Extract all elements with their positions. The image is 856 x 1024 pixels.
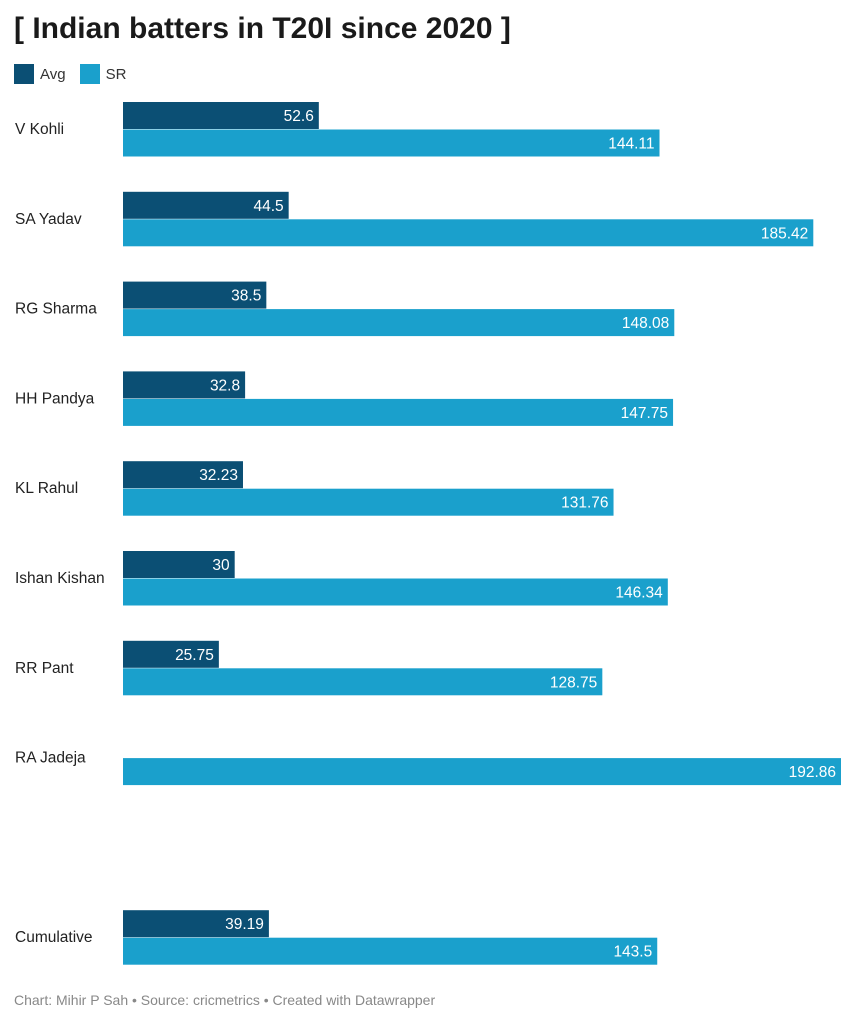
data-label-avg-ishan-kishan: 30 <box>212 557 230 574</box>
legend-label-avg: Avg <box>40 65 66 83</box>
data-label-avg-rg-sharma: 38.5 <box>231 288 261 305</box>
category-label-sa-yadav: SA Yadav <box>15 211 82 228</box>
bar-sr-rg-sharma <box>123 309 675 337</box>
bar-avg-v-kohli <box>123 102 319 129</box>
bar-sr-kl-rahul <box>123 488 614 516</box>
category-label-ishan-kishan: Ishan Kishan <box>15 570 105 587</box>
data-label-avg-kl-rahul: 32.23 <box>199 467 238 484</box>
bar-sr-rr-pant <box>123 668 603 696</box>
category-label-cumulative: Cumulative <box>15 929 93 946</box>
legend-label-sr: SR <box>105 65 127 83</box>
data-label-sr-kl-rahul: 131.76 <box>561 495 608 512</box>
bar-avg-rg-sharma <box>123 281 267 309</box>
bar-sr-cumulative <box>123 937 658 965</box>
bar-sr-sa-yadav <box>123 219 814 247</box>
data-label-avg-v-kohli: 52.6 <box>284 108 314 125</box>
legend-item-sr: SR <box>79 64 127 84</box>
bar-avg-kl-rahul <box>123 461 243 489</box>
data-label-sr-ishan-kishan: 146.34 <box>615 585 663 602</box>
data-label-avg-hh-pandya: 32.8 <box>210 377 240 394</box>
chart-title: [ Indian batters in T20I since 2020 ] <box>14 12 511 45</box>
bar-avg-rr-pant <box>123 640 219 668</box>
category-label-ra-jadeja: RA Jadeja <box>15 750 86 767</box>
category-label-hh-pandya: HH Pandya <box>15 390 95 407</box>
chart-footer: Chart: Mihir P Sah • Source: cricmetrics… <box>14 992 436 1008</box>
data-label-avg-cumulative: 39.19 <box>225 916 264 933</box>
category-label-kl-rahul: KL Rahul <box>15 480 78 497</box>
data-label-sr-v-kohli: 144.11 <box>608 136 654 153</box>
bar-avg-sa-yadav <box>123 191 289 219</box>
data-label-sr-hh-pandya: 147.75 <box>621 405 668 422</box>
category-label-v-kohli: V Kohli <box>15 121 64 138</box>
bar-avg-hh-pandya <box>123 371 246 399</box>
data-label-avg-rr-pant: 25.75 <box>175 647 214 664</box>
bar-sr-ishan-kishan <box>123 578 668 606</box>
bar-avg-cumulative <box>123 910 269 938</box>
data-label-sr-rg-sharma: 148.08 <box>622 315 669 332</box>
legend: Avg SR <box>14 64 140 84</box>
data-label-sr-ra-jadeja: 192.86 <box>789 764 836 781</box>
bar-sr-ra-jadeja <box>123 758 841 786</box>
bar-sr-hh-pandya <box>123 398 674 426</box>
data-label-sr-sa-yadav: 185.42 <box>761 225 808 242</box>
bar-avg-ishan-kishan <box>123 551 235 578</box>
bar-sr-v-kohli <box>123 129 660 157</box>
legend-swatch-avg <box>14 64 34 84</box>
data-label-avg-sa-yadav: 44.5 <box>253 198 283 215</box>
category-label-rr-pant: RR Pant <box>15 660 74 677</box>
category-label-rg-sharma: RG Sharma <box>15 301 97 318</box>
data-label-sr-cumulative: 143.5 <box>613 944 652 961</box>
legend-swatch-sr <box>79 64 100 84</box>
data-label-sr-rr-pant: 128.75 <box>550 674 597 691</box>
legend-item-avg: Avg <box>14 64 66 84</box>
